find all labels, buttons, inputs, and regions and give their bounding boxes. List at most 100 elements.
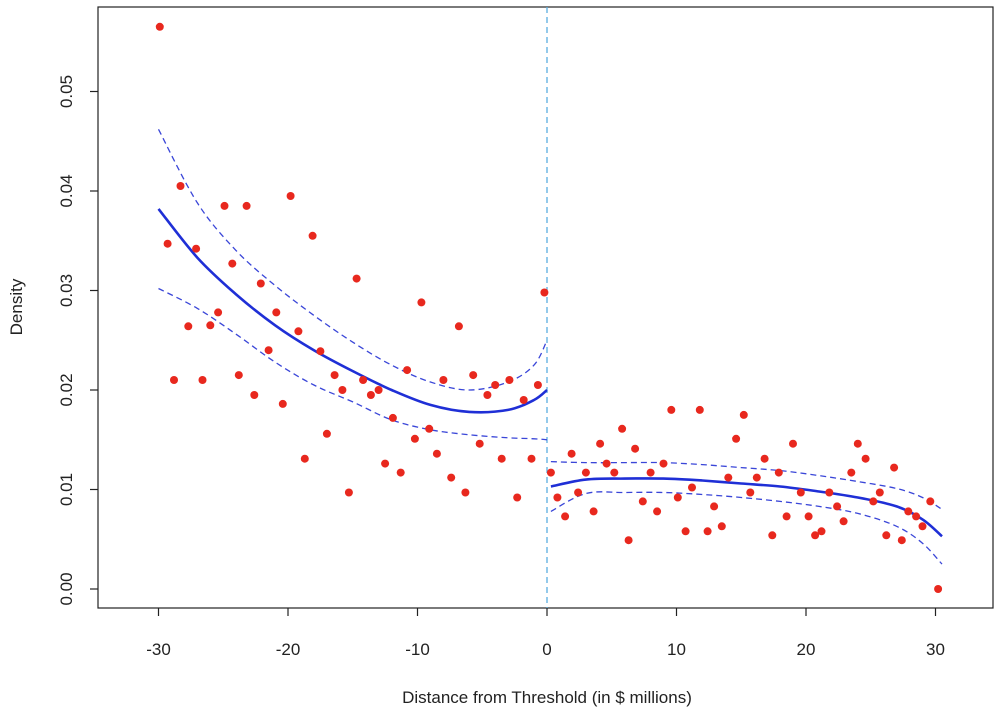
data-point — [875, 488, 884, 497]
data-point — [447, 473, 456, 482]
data-point — [918, 522, 927, 531]
data-point — [300, 454, 309, 463]
data-point — [710, 502, 719, 511]
data-point — [789, 439, 797, 448]
data-point — [546, 468, 555, 477]
data-point — [561, 512, 570, 521]
data-point — [724, 473, 733, 482]
data-point — [475, 439, 484, 448]
data-point — [264, 346, 273, 355]
data-point — [214, 308, 223, 317]
data-point — [170, 376, 178, 384]
data-point — [330, 371, 339, 380]
x-axis-label: Distance from Threshold (in $ millions) — [402, 688, 692, 707]
data-point — [659, 459, 668, 468]
data-point — [308, 231, 317, 240]
data-point — [760, 454, 769, 463]
data-point — [192, 244, 201, 253]
data-point — [746, 488, 755, 497]
data-point — [624, 536, 633, 545]
data-point — [533, 381, 542, 389]
x-tick-label: 20 — [797, 640, 816, 659]
data-point — [646, 468, 655, 477]
data-point — [220, 201, 229, 210]
plot-frame — [97, 6, 994, 609]
data-point — [338, 386, 347, 394]
data-point — [610, 468, 619, 477]
right-lower-ci-line — [550, 491, 943, 565]
data-point — [278, 399, 287, 408]
data-point — [469, 371, 478, 380]
data-point — [912, 512, 921, 521]
data-point — [596, 439, 605, 448]
data-point — [825, 488, 834, 497]
data-point — [425, 424, 434, 433]
x-tick-label: 10 — [667, 640, 686, 659]
data-point — [581, 468, 590, 477]
data-points — [155, 22, 943, 593]
data-point — [316, 347, 325, 356]
data-point — [163, 239, 172, 248]
data-point — [286, 192, 295, 200]
data-point — [934, 585, 943, 593]
data-point — [410, 434, 419, 443]
y-tick-label: 0.01 — [57, 473, 76, 506]
data-point — [882, 531, 891, 540]
data-point — [184, 322, 193, 331]
data-point — [294, 327, 303, 336]
data-point — [567, 449, 576, 458]
data-point — [272, 308, 281, 317]
confidence-bands — [157, 128, 943, 565]
data-point — [667, 405, 676, 414]
data-point — [897, 536, 906, 545]
fit-lines — [157, 208, 943, 538]
x-tick-label: -20 — [276, 640, 301, 659]
x-tick-label: -10 — [405, 640, 430, 659]
data-point — [861, 454, 870, 463]
data-point — [703, 527, 712, 536]
data-point — [804, 512, 813, 521]
data-point — [811, 531, 820, 540]
y-tick-label: 0.04 — [57, 174, 76, 207]
x-tick-label: 0 — [542, 640, 551, 659]
data-point — [618, 424, 627, 433]
data-point — [228, 259, 237, 268]
data-point — [904, 507, 913, 516]
data-point — [839, 517, 848, 526]
data-point — [553, 493, 562, 502]
data-point — [417, 298, 426, 307]
data-point — [439, 376, 448, 384]
data-point — [589, 507, 598, 516]
data-point — [602, 459, 611, 468]
data-point — [732, 434, 741, 443]
data-point — [768, 531, 777, 540]
data-point — [461, 488, 470, 497]
y-axis: 0.00 0.01 0.02 0.03 0.04 0.05 — [57, 75, 98, 606]
data-point — [352, 274, 361, 283]
data-point — [344, 488, 353, 497]
y-tick-label: 0.05 — [57, 75, 76, 108]
data-point — [695, 405, 704, 414]
data-point — [483, 391, 492, 399]
data-point — [198, 376, 207, 384]
y-tick-label: 0.00 — [57, 572, 76, 605]
data-point — [388, 413, 397, 422]
data-point — [869, 497, 878, 506]
x-axis: -30 -20 -10 0 10 20 30 — [146, 608, 945, 659]
data-point — [853, 439, 862, 448]
data-point — [256, 279, 265, 288]
data-point — [155, 22, 164, 31]
left-fit-line — [157, 208, 548, 414]
data-point — [176, 182, 185, 190]
right-upper-ci-line — [550, 460, 943, 510]
data-point — [396, 468, 405, 477]
data-point — [234, 371, 243, 380]
data-point — [847, 468, 856, 477]
data-point — [796, 488, 805, 497]
data-point — [242, 201, 251, 210]
data-point — [527, 454, 536, 463]
data-point — [833, 502, 842, 511]
data-point — [374, 386, 383, 394]
left-upper-ci-line — [157, 128, 548, 391]
